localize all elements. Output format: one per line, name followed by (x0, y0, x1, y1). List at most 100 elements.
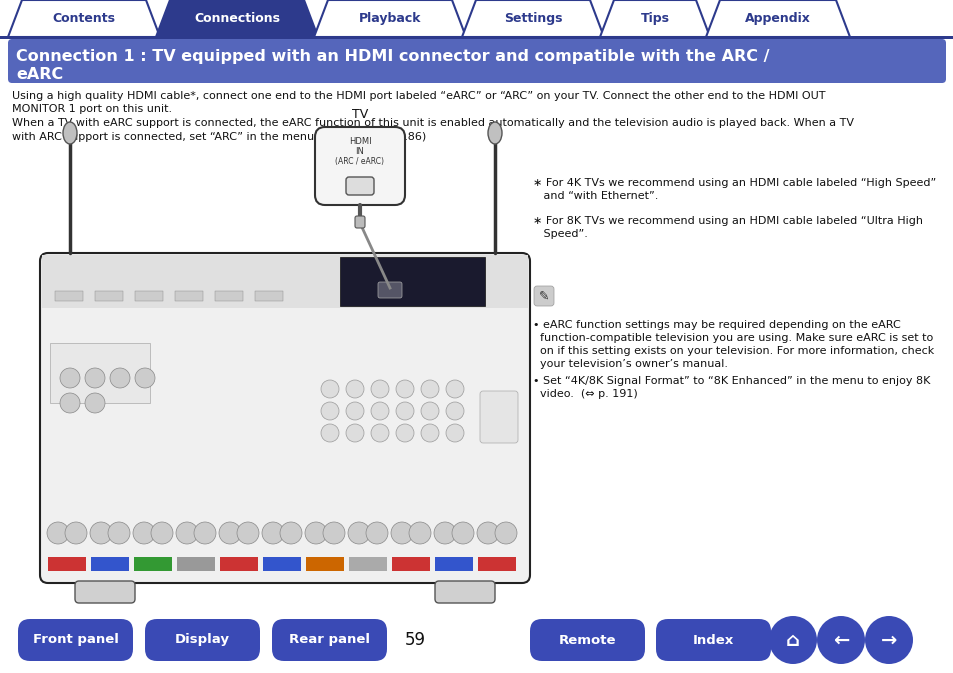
Text: Index: Index (692, 633, 734, 647)
FancyBboxPatch shape (355, 216, 365, 228)
Bar (220, 557, 257, 571)
Bar (435, 557, 473, 571)
FancyBboxPatch shape (314, 127, 405, 205)
FancyBboxPatch shape (346, 177, 374, 195)
Polygon shape (8, 0, 160, 37)
Circle shape (280, 522, 302, 544)
Bar (214, 291, 243, 301)
FancyBboxPatch shape (40, 253, 530, 583)
Circle shape (420, 424, 438, 442)
FancyBboxPatch shape (145, 619, 260, 661)
Text: HDMI: HDMI (349, 137, 371, 146)
Bar (95, 291, 123, 301)
Circle shape (85, 368, 105, 388)
Bar (263, 557, 301, 571)
Circle shape (446, 380, 463, 398)
Circle shape (108, 522, 130, 544)
Circle shape (320, 402, 338, 420)
Text: Connection 1 : TV equipped with an HDMI connector and compatible with the ARC /: Connection 1 : TV equipped with an HDMI … (16, 49, 769, 64)
Text: with ARC support is connected, set “ARC” in the menu to “On”.  (⇔ p. 186): with ARC support is connected, set “ARC”… (12, 131, 426, 141)
Circle shape (476, 522, 498, 544)
Circle shape (346, 380, 364, 398)
Circle shape (236, 522, 258, 544)
Text: Front panel: Front panel (32, 633, 118, 647)
Circle shape (219, 522, 241, 544)
Text: (ARC / eARC): (ARC / eARC) (335, 157, 384, 166)
Bar (91, 557, 129, 571)
Text: function-compatible television you are using. Make sure eARC is set to: function-compatible television you are u… (533, 333, 932, 343)
Circle shape (305, 522, 327, 544)
FancyBboxPatch shape (656, 619, 770, 661)
Bar (254, 291, 283, 301)
Circle shape (816, 616, 864, 664)
Text: Using a high quality HDMI cable*, connect one end to the HDMI port labeled “eARC: Using a high quality HDMI cable*, connec… (12, 91, 824, 101)
Circle shape (395, 402, 414, 420)
Circle shape (323, 522, 345, 544)
Text: ✎: ✎ (538, 289, 549, 302)
Text: Contents: Contents (52, 12, 115, 25)
Circle shape (371, 424, 389, 442)
Circle shape (320, 424, 338, 442)
Polygon shape (156, 0, 317, 37)
Circle shape (110, 368, 130, 388)
Circle shape (346, 402, 364, 420)
Text: and “with Ethernet”.: and “with Ethernet”. (533, 191, 658, 201)
Circle shape (262, 522, 284, 544)
Ellipse shape (488, 122, 501, 144)
Text: Appendix: Appendix (744, 12, 810, 25)
Text: • Set “4K/8K Signal Format” to “8K Enhanced” in the menu to enjoy 8K: • Set “4K/8K Signal Format” to “8K Enhan… (533, 376, 929, 386)
Text: Rear panel: Rear panel (289, 633, 370, 647)
FancyBboxPatch shape (377, 282, 401, 298)
Text: Speed”.: Speed”. (533, 229, 587, 239)
Circle shape (60, 393, 80, 413)
Text: on if this setting exists on your television. For more information, check: on if this setting exists on your televi… (533, 346, 933, 356)
Bar (177, 557, 214, 571)
Circle shape (391, 522, 413, 544)
Polygon shape (314, 0, 465, 37)
Bar (42, 255, 527, 308)
Ellipse shape (63, 122, 77, 144)
Circle shape (434, 522, 456, 544)
Bar (135, 291, 163, 301)
Text: IN: IN (355, 147, 364, 156)
Text: Playback: Playback (358, 12, 421, 25)
Circle shape (90, 522, 112, 544)
Text: 59: 59 (404, 631, 425, 649)
Text: ∗ For 4K TVs we recommend using an HDMI cable labeled “High Speed”: ∗ For 4K TVs we recommend using an HDMI … (533, 178, 935, 188)
Text: video.  (⇔ p. 191): video. (⇔ p. 191) (533, 389, 638, 399)
Text: your television’s owner’s manual.: your television’s owner’s manual. (533, 359, 727, 369)
Text: Display: Display (174, 633, 230, 647)
Text: ←: ← (832, 631, 848, 649)
Circle shape (175, 522, 198, 544)
Text: MONITOR 1 port on this unit.: MONITOR 1 port on this unit. (12, 104, 172, 114)
Polygon shape (461, 0, 603, 37)
Circle shape (371, 402, 389, 420)
Circle shape (366, 522, 388, 544)
Circle shape (320, 380, 338, 398)
Bar (392, 557, 430, 571)
Circle shape (132, 522, 154, 544)
Text: Settings: Settings (503, 12, 561, 25)
FancyBboxPatch shape (75, 581, 135, 603)
Bar (48, 557, 86, 571)
Text: • eARC function settings may be required depending on the eARC: • eARC function settings may be required… (533, 320, 900, 330)
FancyBboxPatch shape (435, 581, 495, 603)
FancyBboxPatch shape (534, 286, 554, 306)
Circle shape (85, 393, 105, 413)
Polygon shape (705, 0, 849, 37)
Circle shape (135, 368, 154, 388)
Bar (174, 291, 203, 301)
Circle shape (446, 402, 463, 420)
FancyBboxPatch shape (8, 39, 945, 83)
FancyBboxPatch shape (18, 619, 132, 661)
Circle shape (420, 402, 438, 420)
Polygon shape (599, 0, 709, 37)
Circle shape (348, 522, 370, 544)
Circle shape (60, 368, 80, 388)
Text: eARC: eARC (16, 67, 63, 82)
Bar (306, 557, 344, 571)
Circle shape (452, 522, 474, 544)
Text: Connections: Connections (193, 12, 280, 25)
Bar (349, 557, 387, 571)
FancyBboxPatch shape (530, 619, 644, 661)
